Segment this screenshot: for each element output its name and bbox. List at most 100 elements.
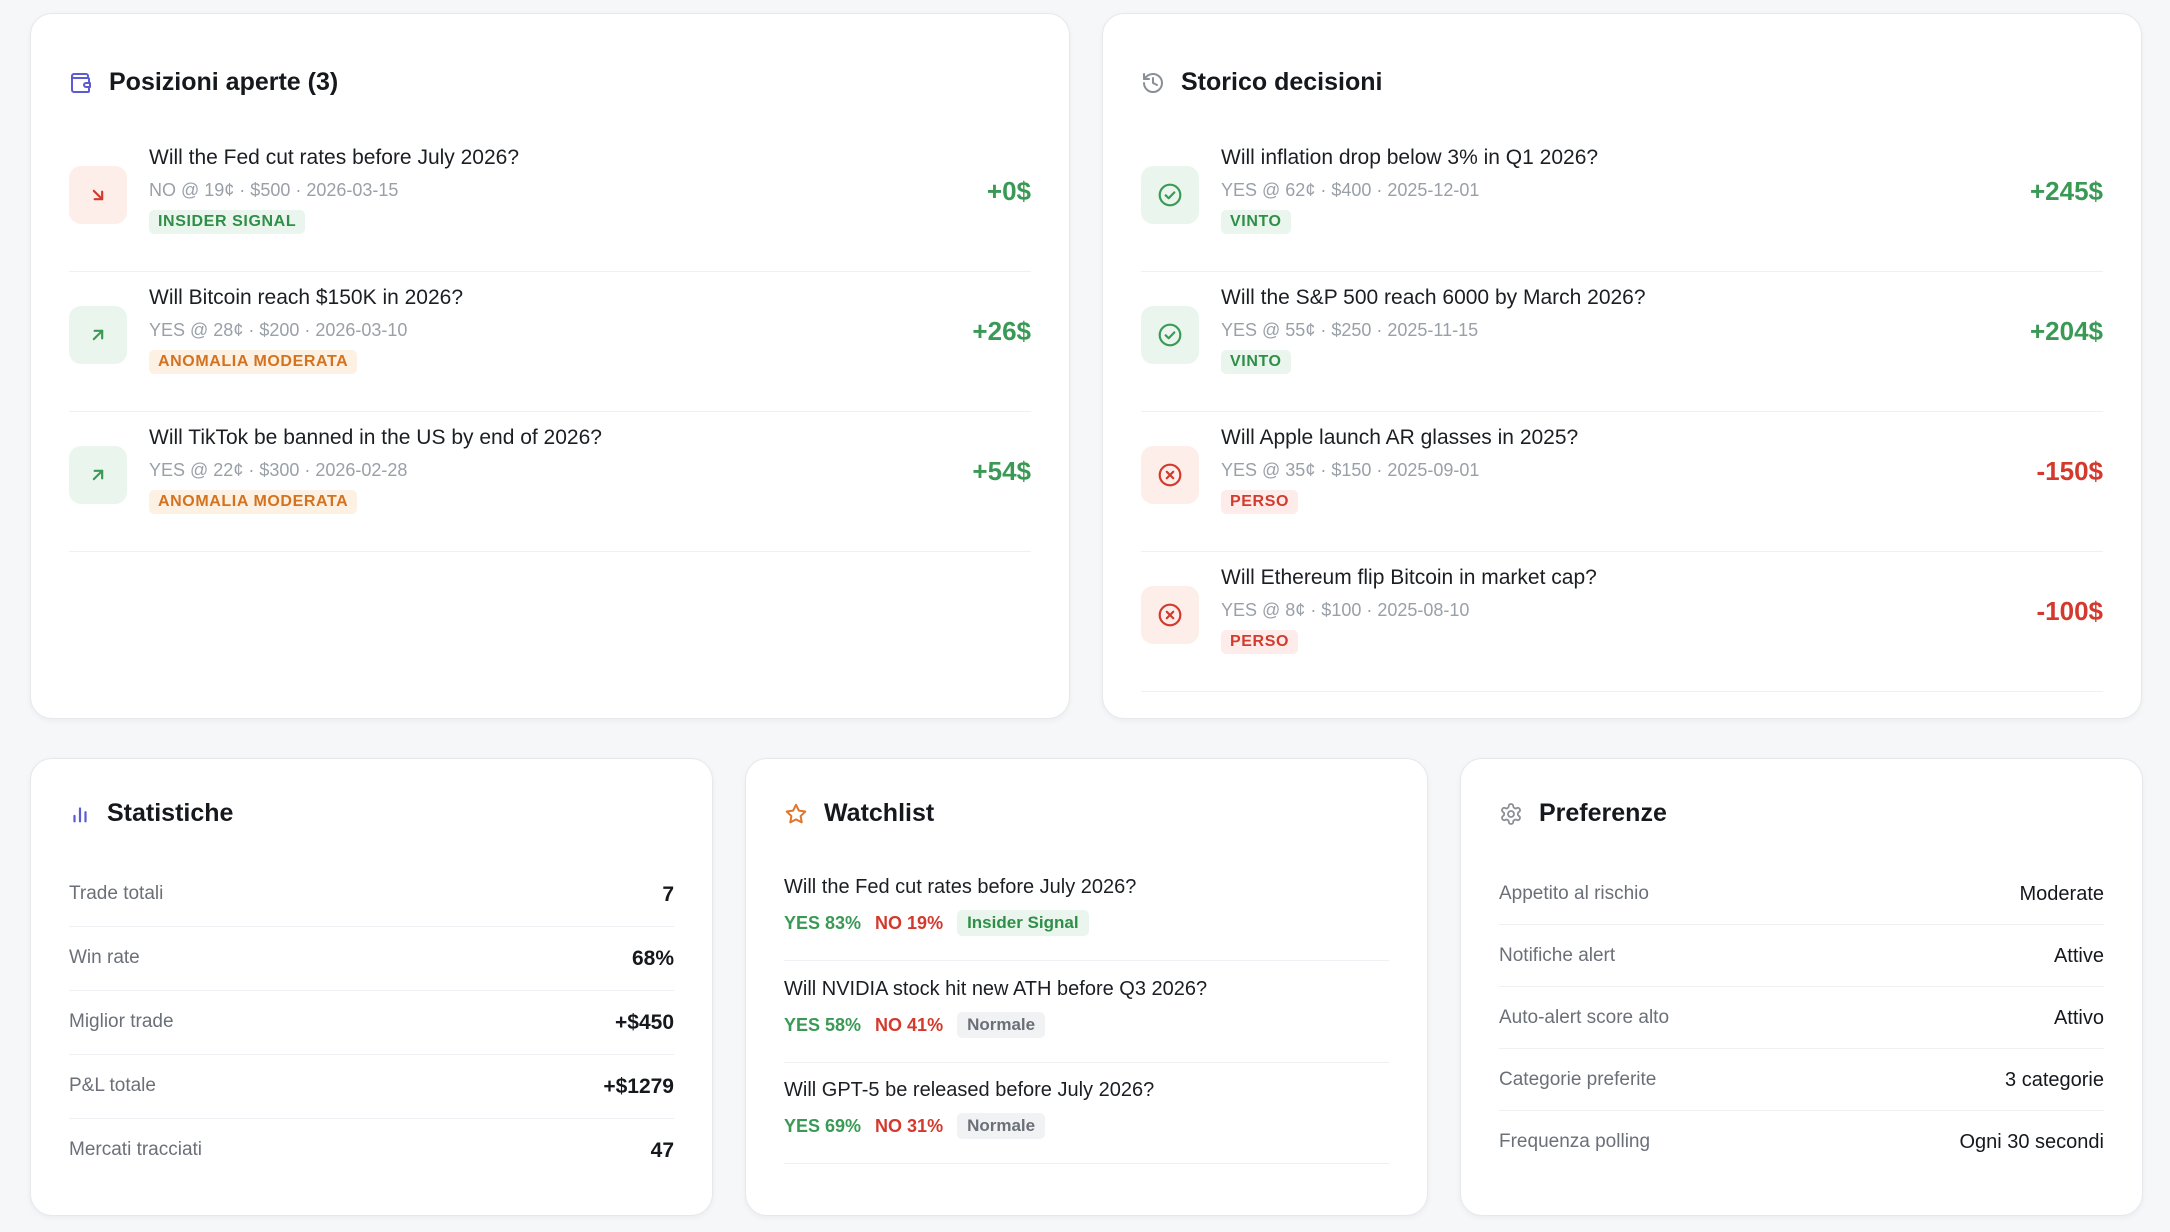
stat-row: Mercati tracciati 47 (69, 1119, 674, 1183)
history-pnl: -100$ (2036, 596, 2104, 626)
decision-history-header: Storico decisioni (1141, 68, 1382, 97)
x-circle-icon (1141, 446, 1199, 504)
watchlist-odds: YES 69% NO 31% Normale (784, 1113, 1046, 1139)
history-title[interactable]: Will inflation drop below 3% in Q1 2026? (1221, 146, 1599, 169)
watchlist-title[interactable]: Will GPT-5 be released before July 2026? (784, 1079, 1155, 1101)
stat-value: 7 (662, 883, 674, 906)
check-circle-icon (1141, 166, 1199, 224)
arrow-up-right-icon (69, 446, 127, 504)
stat-label: Trade totali (69, 883, 164, 904)
outcome-badge: VINTO (1221, 210, 1291, 234)
preference-label: Categorie preferite (1499, 1069, 1657, 1090)
yes-odds: YES 83% (784, 912, 862, 933)
history-row[interactable]: Will Apple launch AR glasses in 2025? YE… (1141, 412, 2103, 552)
watchlist-item[interactable]: Will NVIDIA stock hit new ATH before Q3 … (784, 962, 1389, 1063)
history-meta: YES @ 35¢ · $150 · 2025-09-01 (1221, 460, 1480, 480)
signal-badge: ANOMALIA MODERATA (149, 490, 358, 514)
arrow-up-right-icon (69, 306, 127, 364)
preference-row[interactable]: Notifiche alert Attive (1499, 925, 2104, 987)
stat-label: Miglior trade (69, 1011, 174, 1032)
stat-value: +$450 (615, 1011, 674, 1034)
stat-value: +$1279 (603, 1075, 674, 1098)
preference-label: Frequenza polling (1499, 1131, 1651, 1152)
no-odds: NO 41% (875, 1014, 944, 1035)
preference-label: Notifiche alert (1499, 945, 1616, 966)
preference-row[interactable]: Categorie preferite 3 categorie (1499, 1049, 2104, 1111)
position-title[interactable]: Will Bitcoin reach $150K in 2026? (149, 286, 464, 309)
preferences-header: Preferenze (1499, 799, 1667, 828)
position-row[interactable]: Will the Fed cut rates before July 2026?… (69, 132, 1031, 272)
position-title[interactable]: Will the Fed cut rates before July 2026? (149, 146, 520, 169)
history-row[interactable]: Will Ethereum flip Bitcoin in market cap… (1141, 552, 2103, 692)
outcome-badge: VINTO (1221, 350, 1291, 374)
history-icon (1141, 71, 1165, 95)
yes-odds: YES 69% (784, 1115, 862, 1136)
open-positions-card: Posizioni aperte (3) Will the Fed cut ra… (30, 13, 1070, 719)
watchlist-title[interactable]: Will the Fed cut rates before July 2026? (784, 876, 1137, 898)
stat-row: Trade totali 7 (69, 863, 674, 927)
open-positions-header: Posizioni aperte (3) (69, 68, 338, 97)
watchlist-header: Watchlist (784, 799, 934, 828)
statistics-header: Statistiche (69, 799, 233, 828)
preference-value[interactable]: Attive (2053, 945, 2104, 967)
history-pnl: -150$ (2036, 456, 2104, 486)
signal-badge: Normale (957, 1113, 1046, 1139)
card-title: Statistiche (107, 799, 234, 827)
history-title[interactable]: Will Ethereum flip Bitcoin in market cap… (1221, 566, 1597, 589)
position-pnl: +54$ (972, 456, 1031, 486)
preference-value[interactable]: 3 categorie (2005, 1069, 2104, 1091)
outcome-badge: PERSO (1221, 630, 1299, 654)
wallet-icon (69, 71, 93, 95)
bar-chart-icon (69, 803, 91, 825)
preference-value[interactable]: Ogni 30 secondi (1959, 1131, 2104, 1153)
preference-row[interactable]: Frequenza polling Ogni 30 secondi (1499, 1111, 2104, 1173)
position-title[interactable]: Will TikTok be banned in the US by end o… (149, 426, 602, 449)
preference-label: Appetito al rischio (1499, 883, 1649, 904)
history-meta: YES @ 8¢ · $100 · 2025-08-10 (1221, 600, 1470, 620)
stat-row: Win rate 68% (69, 927, 674, 991)
card-title: Posizioni aperte (3) (109, 68, 339, 96)
stat-label: P&L totale (69, 1075, 156, 1096)
position-pnl: +0$ (986, 176, 1031, 206)
stat-value: 47 (650, 1139, 674, 1162)
history-row[interactable]: Will the S&P 500 reach 6000 by March 202… (1141, 272, 2103, 412)
preference-value[interactable]: Moderate (2019, 883, 2105, 905)
preference-row[interactable]: Appetito al rischio Moderate (1499, 863, 2104, 925)
history-title[interactable]: Will the S&P 500 reach 6000 by March 202… (1221, 286, 1646, 309)
check-circle-icon (1141, 306, 1199, 364)
history-title[interactable]: Will Apple launch AR glasses in 2025? (1221, 426, 1579, 449)
stat-label: Mercati tracciati (69, 1139, 203, 1160)
stat-value: 68% (631, 947, 674, 970)
watchlist-item[interactable]: Will GPT-5 be released before July 2026?… (784, 1063, 1389, 1164)
x-circle-icon (1141, 586, 1199, 644)
history-meta: YES @ 62¢ · $400 · 2025-12-01 (1221, 180, 1480, 200)
preferences-card: Preferenze Appetito al rischio Moderate … (1460, 758, 2143, 1216)
watchlist-title[interactable]: Will NVIDIA stock hit new ATH before Q3 … (784, 978, 1208, 1000)
position-meta: NO @ 19¢ · $500 · 2026-03-15 (149, 180, 399, 200)
no-odds: NO 31% (875, 1115, 944, 1136)
position-meta: YES @ 22¢ · $300 · 2026-02-28 (149, 460, 408, 480)
preference-row[interactable]: Auto-alert score alto Attivo (1499, 987, 2104, 1049)
position-pnl: +26$ (972, 316, 1031, 346)
preference-value[interactable]: Attivo (2053, 1007, 2104, 1029)
position-row[interactable]: Will TikTok be banned in the US by end o… (69, 412, 1031, 552)
card-title: Watchlist (824, 799, 935, 827)
gear-icon (1499, 802, 1523, 826)
stat-row: Miglior trade +$450 (69, 991, 674, 1055)
history-pnl: +204$ (2029, 316, 2103, 346)
position-meta: YES @ 28¢ · $200 · 2026-03-10 (149, 320, 408, 340)
watchlist-card: Watchlist Will the Fed cut rates before … (745, 758, 1428, 1216)
signal-badge: Insider Signal (957, 910, 1089, 936)
watchlist-item[interactable]: Will the Fed cut rates before July 2026?… (784, 860, 1389, 961)
position-row[interactable]: Will Bitcoin reach $150K in 2026? YES @ … (69, 272, 1031, 412)
yes-odds: YES 58% (784, 1014, 862, 1035)
history-row[interactable]: Will inflation drop below 3% in Q1 2026?… (1141, 132, 2103, 272)
star-icon (784, 802, 808, 826)
watchlist-odds: YES 58% NO 41% Normale (784, 1012, 1046, 1038)
stat-row: P&L totale +$1279 (69, 1055, 674, 1119)
stat-label: Win rate (69, 947, 140, 968)
preference-label: Auto-alert score alto (1499, 1007, 1670, 1028)
statistics-card: Statistiche Trade totali 7 Win rate 68% … (30, 758, 713, 1216)
card-title: Preferenze (1539, 799, 1667, 827)
arrow-down-right-icon (69, 166, 127, 224)
